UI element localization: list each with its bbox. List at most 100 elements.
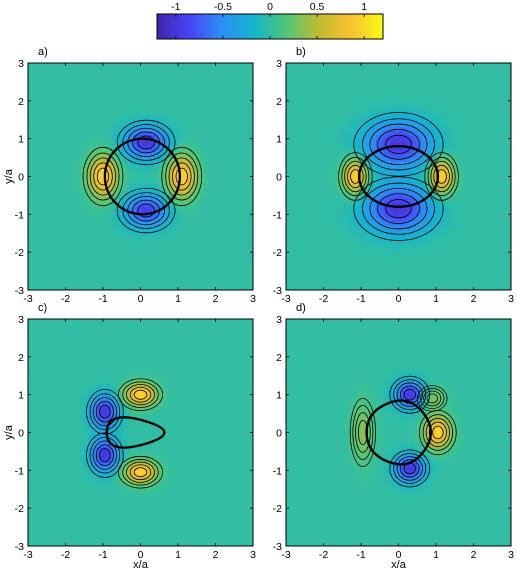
field-cell — [189, 286, 194, 290]
field-cell — [181, 244, 187, 249]
field-cell — [174, 165, 179, 170]
field-cell — [316, 112, 321, 117]
field-cell — [327, 70, 332, 75]
field-cell — [61, 131, 67, 136]
field-cell — [151, 115, 157, 121]
field-cell — [503, 104, 508, 109]
field-cell — [80, 81, 85, 87]
field-cell — [357, 81, 362, 87]
field-cell — [473, 81, 478, 87]
field-cell — [28, 78, 33, 83]
field-cell — [211, 63, 217, 68]
field-cell — [80, 89, 85, 94]
field-cell — [46, 267, 52, 272]
field-cell — [28, 131, 33, 136]
field-cell — [140, 225, 145, 231]
field-cell — [133, 206, 138, 212]
field-cell — [133, 138, 138, 144]
field-cell — [80, 146, 85, 151]
field-cell — [148, 100, 153, 106]
field-cell — [170, 248, 175, 253]
field-cell — [238, 274, 243, 280]
field-cell — [196, 271, 202, 276]
field-cell — [170, 237, 175, 242]
field-cell — [211, 81, 217, 87]
field-cell — [110, 85, 115, 91]
field-cell — [155, 184, 160, 189]
field-cell — [43, 214, 48, 219]
field-cell — [245, 252, 250, 257]
field-cell — [432, 119, 437, 125]
field-cell — [394, 97, 400, 102]
field-cell — [58, 271, 63, 276]
field-cell — [211, 157, 217, 162]
field-cell — [99, 89, 104, 94]
field-cell — [144, 240, 149, 246]
field-cell — [35, 165, 40, 170]
field-cell — [35, 210, 40, 215]
field-cell — [319, 127, 325, 132]
field-cell — [219, 157, 224, 162]
field-cell — [211, 206, 217, 212]
field-cell — [31, 89, 37, 94]
field-cell — [159, 214, 164, 219]
field-cell — [496, 131, 501, 136]
field-cell — [84, 97, 89, 102]
field-cell — [129, 146, 134, 151]
field-cell — [473, 97, 478, 102]
field-cell — [144, 191, 149, 197]
field-cell — [200, 187, 205, 193]
field-cell — [492, 63, 497, 68]
field-cell — [226, 157, 232, 162]
field-cell — [76, 259, 82, 265]
field-cell — [488, 93, 493, 98]
field-cell — [372, 70, 377, 75]
field-cell — [219, 286, 224, 290]
field-cell — [159, 237, 164, 242]
field-cell — [241, 286, 247, 290]
field-cell — [219, 263, 224, 268]
field-cell — [178, 150, 183, 155]
field-cell — [234, 271, 239, 276]
field-cell — [215, 63, 220, 68]
field-cell — [163, 176, 168, 181]
field-cell — [215, 131, 220, 136]
field-cell — [421, 108, 426, 113]
field-cell — [125, 233, 130, 238]
field-cell — [50, 195, 55, 200]
field-cell — [80, 115, 85, 121]
field-cell — [54, 146, 59, 151]
field-cell — [193, 127, 198, 132]
field-cell — [473, 119, 478, 125]
field-cell — [391, 85, 396, 91]
field-cell — [234, 206, 239, 212]
field-cell — [61, 146, 67, 151]
field-cell — [424, 78, 430, 83]
field-cell — [50, 255, 55, 261]
field-cell — [121, 233, 127, 238]
field-cell — [301, 131, 306, 136]
field-cell — [304, 66, 310, 72]
field-cell — [196, 195, 202, 200]
field-cell — [323, 78, 328, 83]
field-cell — [110, 142, 115, 147]
field-cell — [241, 218, 247, 223]
field-cell — [155, 142, 160, 147]
field-cell — [106, 93, 112, 98]
field-cell — [189, 274, 194, 280]
field-cell — [159, 108, 164, 113]
field-cell — [443, 97, 448, 102]
field-cell — [286, 134, 291, 140]
field-cell — [121, 74, 127, 79]
field-cell — [289, 70, 295, 75]
field-cell — [174, 244, 179, 249]
field-cell — [144, 168, 149, 174]
field-cell — [492, 108, 497, 113]
field-cell — [73, 142, 78, 147]
field-cell — [304, 97, 310, 102]
field-cell — [39, 191, 44, 197]
field-cell — [31, 252, 37, 257]
field-cell — [304, 119, 310, 125]
field-cell — [462, 112, 467, 117]
field-cell — [432, 131, 437, 136]
